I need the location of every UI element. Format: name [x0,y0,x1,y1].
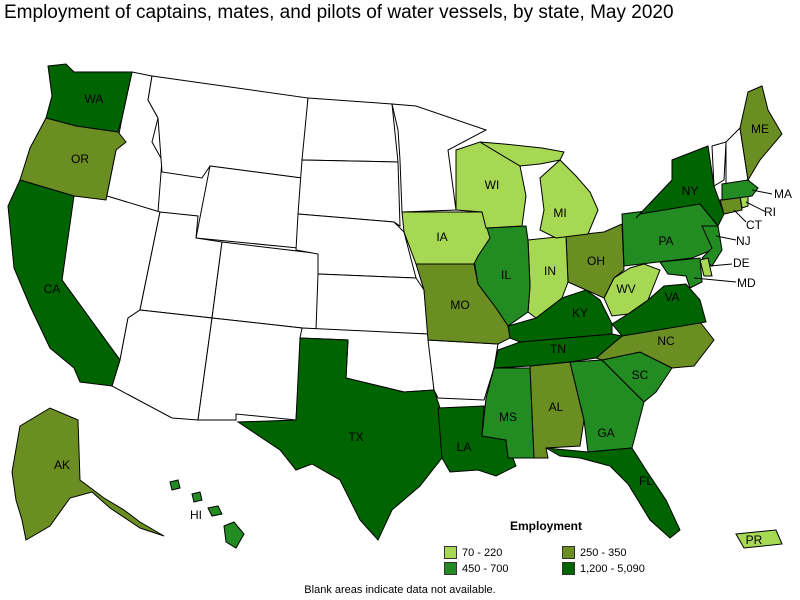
state-vermont [711,141,727,187]
label-IA: IA [436,230,447,244]
data-states [7,63,783,549]
state-labels: WA OR CA AK HI TX LA MS AL GA FL SC NC T… [44,92,792,547]
legend-item-1: 70 - 220 [444,546,502,559]
label-AK: AK [54,458,70,472]
no-data-states [61,71,749,421]
state-hawaii-big-island [223,521,245,549]
state-west-virginia [603,263,661,317]
state-new-york [635,145,725,227]
label-NY: NY [682,184,699,198]
label-LA: LA [457,440,472,454]
label-VA: VA [664,290,679,304]
label-MS: MS [499,410,517,424]
label-IL: IL [501,268,511,282]
state-hawaii-kauai [169,479,181,491]
state-delaware [699,257,713,277]
state-hawaii-maui [207,505,223,517]
state-south-dakota [297,159,401,227]
legend-swatch-4 [562,562,575,575]
label-CA: CA [44,282,61,296]
label-RI: RI [764,205,776,219]
label-GA: GA [597,426,614,440]
label-FL: FL [639,474,653,488]
state-missouri [415,263,511,345]
state-michigan-up [479,141,565,167]
label-PA: PA [658,234,673,248]
label-OH: OH [587,254,605,268]
label-MA: MA [774,187,792,201]
label-NC: NC [657,334,675,348]
legend-item-4: 1,200 - 5,090 [562,562,645,575]
label-MD: MD [737,276,756,290]
state-new-mexico [197,317,303,421]
state-wyoming [195,165,303,249]
label-TX: TX [348,430,363,444]
legend-label-4: 1,200 - 5,090 [580,562,645,575]
state-hawaii-oahu [191,491,203,503]
legend-item-3: 450 - 700 [444,562,508,575]
state-arizona [111,309,213,421]
label-TN: TN [550,342,566,356]
legend-label-1: 70 - 220 [462,546,503,559]
state-ohio [565,223,625,299]
state-montana [147,75,309,179]
state-north-dakota [301,97,399,163]
label-WV: WV [616,282,635,296]
label-AL: AL [549,400,564,414]
label-DE: DE [733,256,750,270]
state-alaska [11,407,165,541]
label-CT: CT [746,218,763,232]
label-WA: WA [85,92,104,106]
state-michigan [539,159,599,239]
legend-swatch-2 [562,546,575,559]
state-maryland [659,257,703,289]
state-texas [236,337,443,541]
state-maine [739,85,783,182]
label-HI: HI [190,508,202,522]
label-KY: KY [572,306,588,320]
label-PR: PR [746,533,763,547]
legend-swatch-3 [444,562,457,575]
state-louisiana [437,405,517,477]
state-washington [45,63,133,133]
label-WI: WI [485,178,500,192]
state-florida [545,447,681,539]
state-massachusetts [721,179,759,201]
state-california [7,179,121,387]
label-leader-lines [693,189,773,283]
footnote: Blank areas indicate data not available. [304,584,496,596]
legend-label-2: 250 - 350 [580,546,627,559]
label-NJ: NJ [736,234,751,248]
state-kansas [315,273,429,335]
legend-item-2: 250 - 350 [562,546,626,559]
label-IN: IN [544,264,556,278]
label-OR: OR [71,152,89,166]
label-ME: ME [751,122,769,136]
label-MO: MO [450,298,469,312]
legend-label-3: 450 - 700 [462,562,509,575]
state-oregon [19,117,127,201]
legend-swatch-1 [444,546,457,559]
state-colorado [211,241,323,331]
state-puerto-rico [735,529,783,549]
map-title: Employment of captains, mates, and pilot… [4,2,674,23]
legend-title: Employment [510,519,583,533]
label-MI: MI [553,206,566,220]
label-SC: SC [632,368,649,382]
